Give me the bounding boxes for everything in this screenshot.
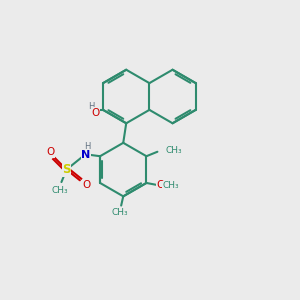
Text: O: O [157, 180, 165, 190]
Text: CH₃: CH₃ [163, 182, 179, 190]
Text: H: H [88, 102, 95, 111]
Text: CH₃: CH₃ [112, 208, 129, 217]
Text: N: N [81, 150, 90, 160]
Text: S: S [62, 163, 71, 176]
Text: O: O [82, 180, 90, 190]
Text: H: H [84, 142, 90, 151]
Text: O: O [92, 108, 100, 118]
Text: CH₃: CH₃ [52, 186, 68, 195]
Text: CH₃: CH₃ [165, 146, 182, 155]
Text: O: O [46, 147, 54, 157]
